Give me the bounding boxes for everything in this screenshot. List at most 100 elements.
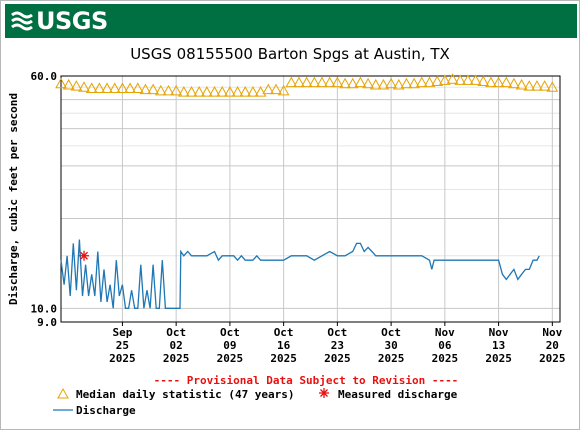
median-marker <box>270 83 282 95</box>
x-tick-year: 2025 <box>217 352 244 365</box>
median-marker <box>201 86 213 97</box>
x-tick-month: Oct <box>381 326 401 339</box>
median-marker <box>492 76 505 88</box>
median-marker <box>139 83 152 95</box>
x-tick-day: 25 <box>116 339 129 352</box>
median-marker <box>469 74 482 85</box>
median-marker <box>446 73 459 84</box>
usgs-logo: USGS <box>11 6 108 36</box>
median-marker <box>385 77 397 89</box>
x-tick-year: 2025 <box>109 352 136 365</box>
median-marker <box>308 76 321 88</box>
median-marker <box>392 78 405 90</box>
median-marker <box>369 78 382 90</box>
median-marker <box>262 83 275 95</box>
measured-marker <box>79 250 90 261</box>
median-marker <box>193 86 206 97</box>
median-marker <box>62 78 75 90</box>
median-marker <box>531 80 543 91</box>
median-marker <box>300 76 313 88</box>
median-marker <box>162 84 175 96</box>
median-marker <box>85 82 98 93</box>
median-marker <box>438 74 451 85</box>
median-marker <box>323 76 336 88</box>
plot-border <box>60 75 561 323</box>
median-marker <box>78 81 90 92</box>
provisional-note: ---- Provisional Data Subject to Revisio… <box>154 374 459 387</box>
median-marker <box>116 82 129 93</box>
median-marker <box>477 75 490 87</box>
median-marker <box>431 75 444 87</box>
x-tick-year: 2025 <box>378 352 405 365</box>
median-marker <box>131 82 144 93</box>
discharge-chart: USGS 08155500 Barton Spgs at Austin, TX 6… <box>7 45 566 417</box>
x-tick-year: 2025 <box>270 352 297 365</box>
x-tick-day: 23 <box>331 339 344 352</box>
legend-median-label: Median daily statistic (47 years) <box>76 388 295 401</box>
plot-area <box>61 76 560 322</box>
x-tick-month: Oct <box>274 326 294 339</box>
x-tick-day: 13 <box>492 339 505 352</box>
median-marker <box>277 84 290 96</box>
x-tick-month: Oct <box>220 326 240 339</box>
median-marker <box>293 76 305 88</box>
median-marker <box>377 78 390 90</box>
median-marker <box>339 77 351 89</box>
median-marker <box>515 78 528 90</box>
median-marker <box>316 76 328 88</box>
median-marker <box>538 80 551 91</box>
x-tick-day: 06 <box>438 339 452 352</box>
x-tick-month: Oct <box>327 326 347 339</box>
legend: Median daily statistic (47 years) Measure… <box>53 387 458 417</box>
median-marker <box>154 84 167 96</box>
median-marker <box>462 74 474 85</box>
median-marker <box>500 76 513 88</box>
x-tick-day: 02 <box>170 339 183 352</box>
median-marker <box>108 82 121 93</box>
legend-measured-label: Measured discharge <box>338 388 458 401</box>
x-tick-day: 20 <box>546 339 559 352</box>
y-tick-label: 60.0 <box>31 70 58 83</box>
x-tick-year: 2025 <box>163 352 190 365</box>
median-marker <box>55 77 67 89</box>
x-tick-year: 2025 <box>432 352 459 365</box>
x-tick-month: Sep <box>112 326 132 339</box>
x-tick-month: Nov <box>435 326 455 339</box>
legend-measured-marker <box>320 389 328 397</box>
x-tick-day: 16 <box>277 339 291 352</box>
median-marker <box>231 86 244 97</box>
x-tick-month: Oct <box>166 326 186 339</box>
y-tick-label: 10.0 <box>31 302 58 315</box>
median-marker <box>101 82 113 93</box>
median-marker <box>216 86 229 97</box>
y-axis-label: Discharge, cubic feet per second <box>7 93 20 305</box>
median-marker <box>185 86 198 97</box>
discharge-line <box>60 239 540 309</box>
median-marker <box>254 86 267 97</box>
median-marker <box>454 74 467 85</box>
median-marker <box>354 76 367 88</box>
x-tick-day: 30 <box>384 339 397 352</box>
x-tick-year: 2025 <box>324 352 351 365</box>
median-marker <box>177 86 190 97</box>
median-marker <box>362 77 374 89</box>
x-tick-day: 09 <box>223 339 236 352</box>
x-tick-month: Nov <box>542 326 562 339</box>
y-tick-label: 9.0 <box>37 316 57 329</box>
median-marker <box>346 77 359 89</box>
measured-stroke <box>80 251 88 260</box>
median-marker <box>408 77 420 89</box>
median-marker <box>239 86 252 97</box>
legend-discharge-label: Discharge <box>76 404 136 417</box>
median-marker <box>170 84 183 96</box>
median-marker <box>331 76 344 88</box>
median-marker <box>224 86 236 97</box>
usgs-logo-text: USGS <box>36 7 108 35</box>
median-marker <box>124 82 136 93</box>
x-tick-month: Nov <box>489 326 509 339</box>
median-marker <box>147 83 159 95</box>
median-marker <box>285 76 298 88</box>
usgs-banner: USGS <box>5 4 577 38</box>
median-marker <box>546 81 559 92</box>
median-marker <box>508 77 520 89</box>
